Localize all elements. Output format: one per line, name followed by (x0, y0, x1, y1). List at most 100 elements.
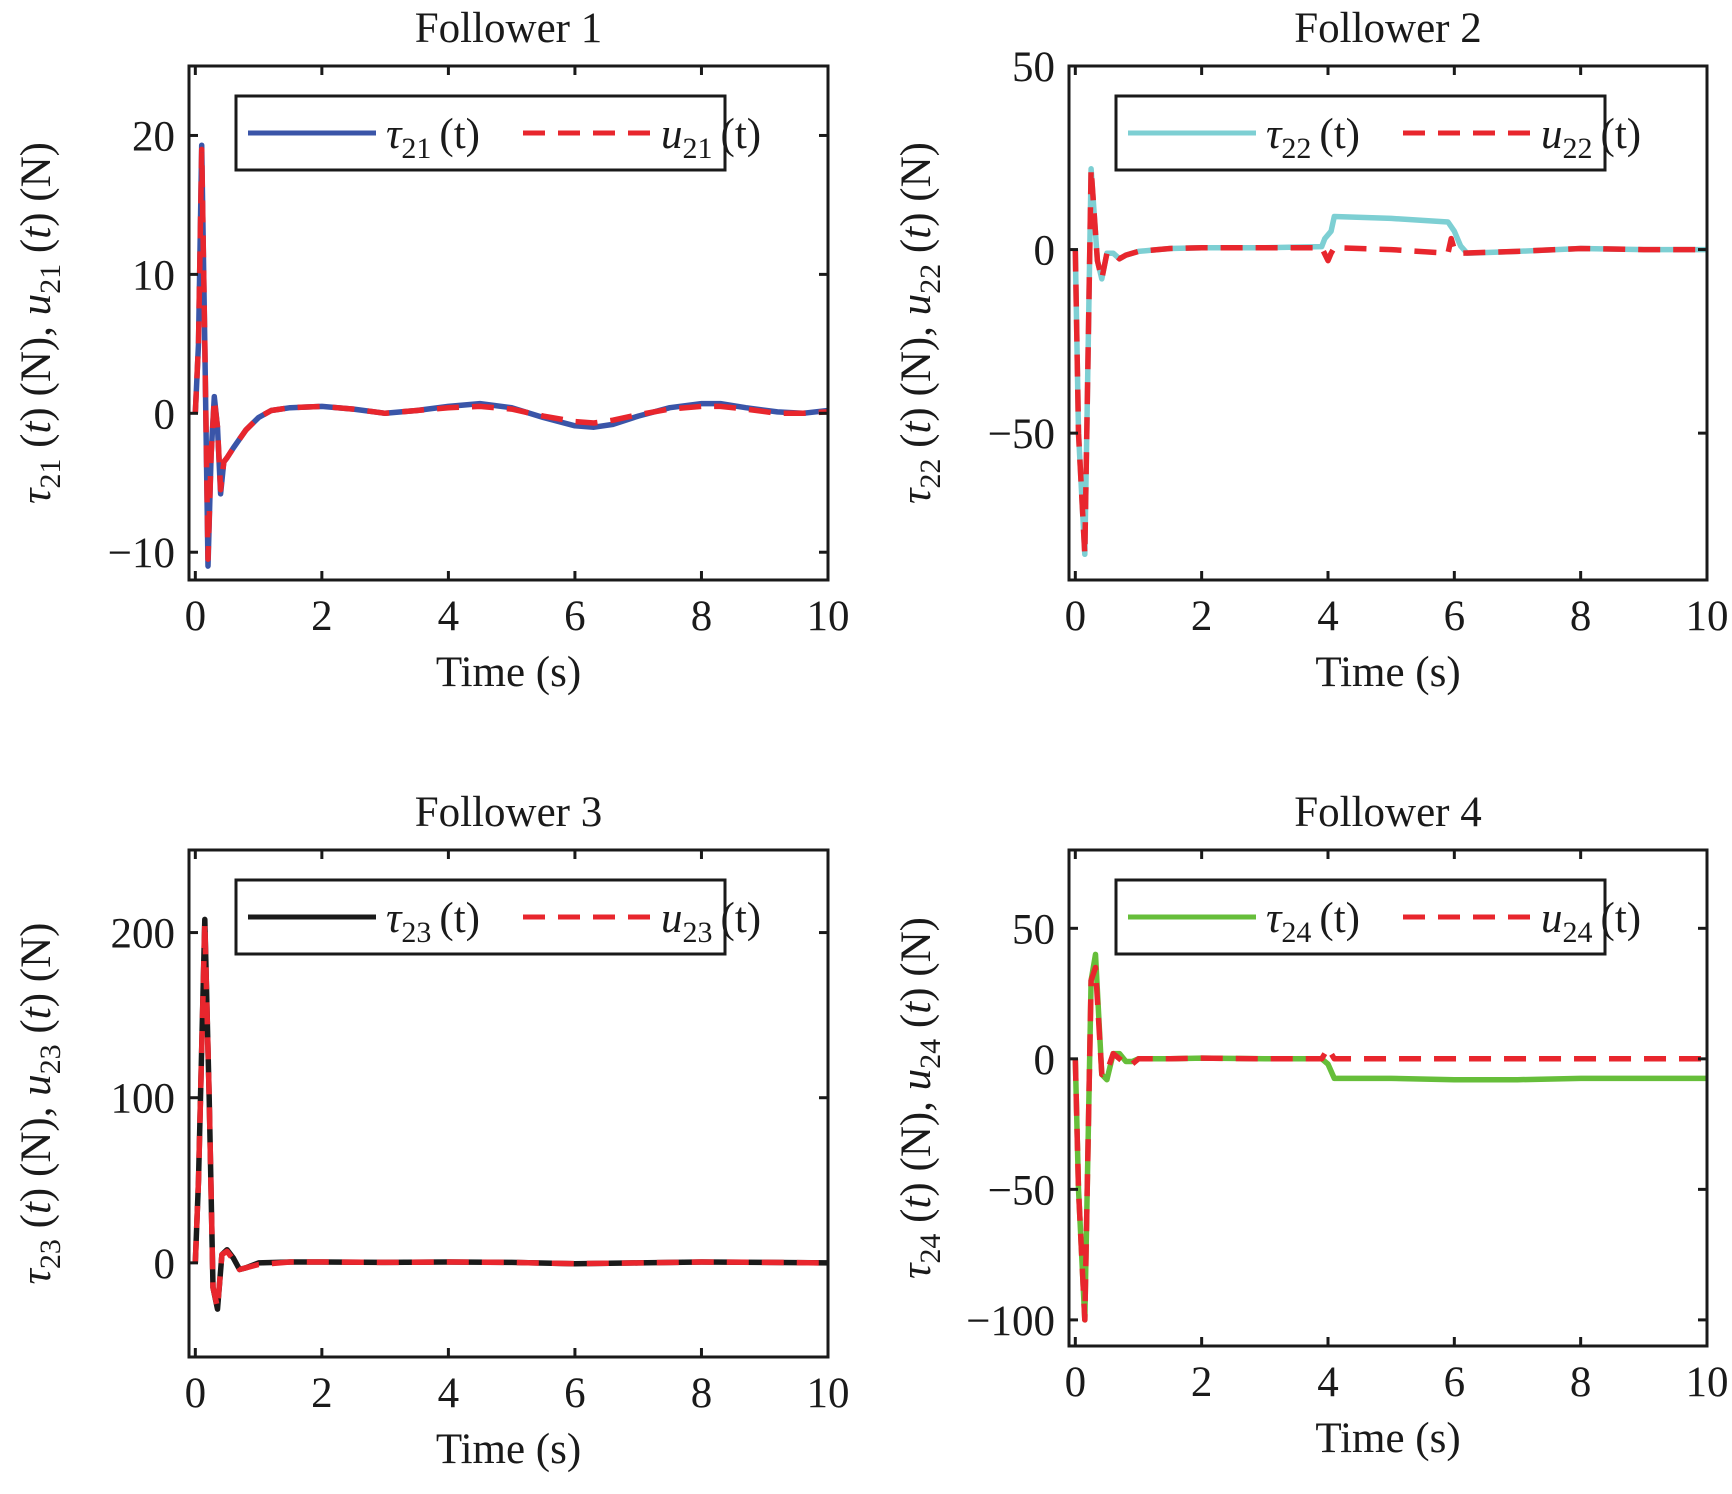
series-group (1072, 951, 1707, 1323)
legend-symbol: u (1541, 111, 1563, 158)
ylabel-part: t (893, 226, 940, 239)
legend: τ24 (t) u24 (t) (1114, 878, 1641, 956)
ylabel-part: ) (13, 982, 60, 1007)
x-tick-label: 2 (1191, 1359, 1213, 1406)
x-tick-label: 6 (1444, 1359, 1466, 1406)
x-tick-label: 6 (564, 593, 586, 640)
x-tick-label: 10 (807, 1370, 850, 1417)
axes-frame (1067, 848, 1709, 1348)
ylabel-part: (N) (13, 922, 60, 982)
legend-symbol: τ (1266, 111, 1283, 158)
legend-label: u23 (t) (661, 895, 761, 949)
y-axis-label: τ23 (t) (N), u23 (t) (N) (13, 922, 67, 1284)
ylabel-part: , (13, 315, 60, 337)
ylabel-part: u (893, 294, 940, 316)
ylabel-part: ( (13, 239, 60, 264)
legend-symbol: τ (386, 111, 403, 158)
ylabel-part: (N) (13, 1117, 60, 1177)
legend-subscript: 24 (1281, 916, 1311, 949)
ylabel-part: ) (13, 1177, 60, 1202)
legend-subscript: 23 (401, 916, 431, 949)
ylabel-subscript: 24 (914, 1039, 947, 1069)
x-axis-label: Time (s) (1315, 649, 1460, 696)
x-tick-label: 8 (691, 1370, 713, 1417)
legend-label: u24 (t) (1541, 895, 1641, 949)
legend-arg: (t) (1601, 111, 1642, 158)
x-tick-label: 6 (564, 1370, 586, 1417)
y-tick-label: 0 (154, 391, 176, 438)
legend-subscript: 21 (401, 132, 431, 165)
x-tick-label: 0 (1065, 1359, 1087, 1406)
series-line-tau (1072, 951, 1707, 1323)
legend-arg: (t) (1601, 895, 1642, 942)
legend-symbol: τ (386, 895, 403, 942)
ylabel-part: ( (13, 1214, 60, 1239)
ylabel-subscript: 21 (34, 264, 67, 294)
ylabel-part: ) (893, 397, 940, 422)
legend: τ21 (t) u21 (t) (234, 94, 761, 172)
ylabel-part: ( (893, 1209, 940, 1234)
x-tick-label: 4 (438, 593, 460, 640)
y-tick-label: 100 (111, 1076, 176, 1123)
x-tick-label: 6 (1444, 593, 1466, 640)
x-axis-label: Time (s) (436, 1426, 581, 1473)
ylabel-part: ( (893, 1014, 940, 1039)
legend-label: τ22 (t) (1266, 111, 1360, 165)
y-tick-label: −100 (966, 1298, 1055, 1345)
ylabel-part: (N) (13, 337, 60, 397)
ylabel-subscript: 22 (914, 264, 947, 294)
subplot-title: Follower 2 (1294, 5, 1482, 52)
ylabel-part: ( (893, 239, 940, 264)
ylabel-part: (N) (893, 917, 940, 977)
series-line-u (192, 146, 828, 562)
legend-label: τ21 (t) (386, 111, 480, 165)
ylabel-subscript: 24 (914, 1234, 947, 1264)
ylabel-part: u (13, 294, 60, 316)
ylabel-part: (N) (893, 1112, 940, 1172)
x-tick-label: 4 (1317, 593, 1339, 640)
x-axis-label: Time (s) (436, 649, 581, 696)
legend: τ23 (t) u23 (t) (234, 878, 761, 956)
y-tick-label: 0 (1034, 228, 1056, 275)
x-axis-label: Time (s) (1315, 1415, 1460, 1462)
x-tick-label: 8 (1570, 1359, 1592, 1406)
ylabel-part: u (13, 1074, 60, 1096)
legend-label: u22 (t) (1541, 111, 1641, 165)
y-tick-label: 50 (1012, 44, 1055, 91)
series-line-u (1072, 964, 1707, 1323)
legend-symbol: u (1541, 895, 1563, 942)
y-tick-label: 10 (132, 252, 175, 299)
ylabel-part: , (13, 1096, 60, 1118)
ylabel-subscript: 22 (914, 459, 947, 489)
ylabel-part: t (13, 1201, 60, 1214)
series-group (192, 916, 828, 1312)
y-tick-label: 20 (132, 113, 175, 160)
ylabel-part: ( (893, 434, 940, 459)
ylabel-part: u (893, 1069, 940, 1091)
ylabel-subscript: 23 (34, 1044, 67, 1074)
subplot-title: Follower 4 (1294, 789, 1482, 836)
legend-arg: (t) (439, 895, 480, 942)
y-axis-label: τ24 (t) (N), u24 (t) (N) (893, 917, 947, 1279)
series-group (192, 142, 828, 569)
ylabel-part: τ (893, 1262, 940, 1279)
subplot-title: Follower 3 (415, 789, 603, 836)
series-group (1072, 166, 1707, 558)
x-tick-label: 2 (1191, 593, 1213, 640)
x-tick-label: 10 (1686, 1359, 1729, 1406)
subplot-title: Follower 1 (415, 5, 603, 52)
legend-symbol: u (661, 111, 683, 158)
ylabel-part: (N) (893, 142, 940, 202)
series-line-tau (1072, 166, 1707, 558)
y-tick-label: 0 (1034, 1037, 1056, 1084)
axes-frame (1067, 64, 1709, 582)
ylabel-subscript: 23 (34, 1239, 67, 1269)
y-tick-label: 0 (154, 1241, 176, 1288)
axes-frame (187, 64, 830, 582)
legend-subscript: 22 (1563, 132, 1593, 165)
